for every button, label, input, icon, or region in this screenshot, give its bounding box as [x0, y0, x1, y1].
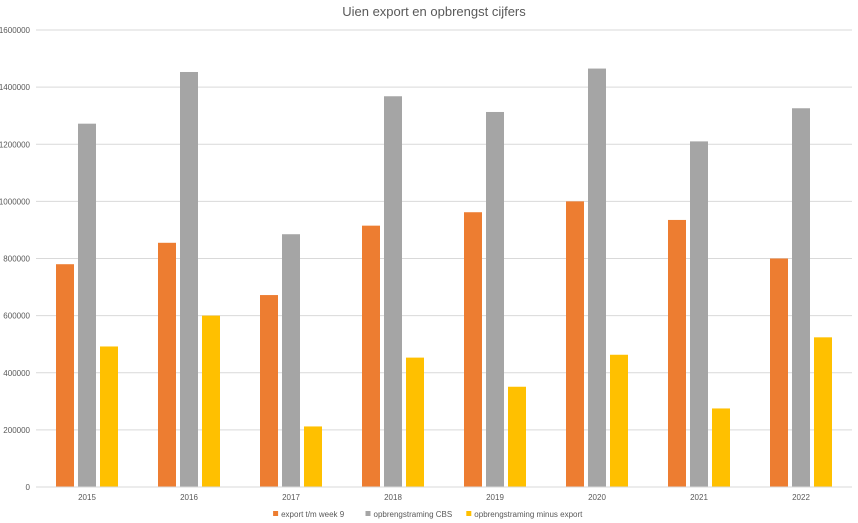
bar-2017-opbrengstraming-cbs — [282, 234, 300, 487]
legend: export t/m week 9 opbrengstraming CBS opbr… — [273, 510, 583, 519]
bar-2018-export-t-m-week-9 — [362, 225, 380, 487]
bar-2015-export-t-m-week-9 — [56, 264, 74, 487]
y-tick-label: 600000 — [3, 312, 30, 321]
y-tick-label: 1400000 — [0, 83, 31, 92]
legend-swatch — [273, 511, 279, 516]
bar-2020-export-t-m-week-9 — [566, 201, 584, 487]
bar-2016-opbrengstraming-minus-export — [202, 315, 220, 487]
bar-2015-opbrengstraming-cbs — [78, 123, 96, 487]
legend-swatch — [365, 511, 371, 516]
x-tick-label: 2021 — [690, 493, 708, 502]
bar-2015-opbrengstraming-minus-export — [100, 346, 118, 487]
x-tick-label: 2015 — [78, 493, 96, 502]
y-tick-label: 1600000 — [0, 26, 31, 35]
x-tick-label: 2020 — [588, 493, 606, 502]
bar-2020-opbrengstraming-minus-export — [610, 354, 628, 487]
x-tick-label: 2022 — [792, 493, 810, 502]
y-tick-label: 1000000 — [0, 197, 31, 206]
bar-2018-opbrengstraming-cbs — [384, 96, 402, 487]
y-tick-label: 400000 — [3, 369, 30, 378]
x-axis: 2015 2016 2017 2018 2019 2020 2021 2022 — [36, 486, 852, 502]
bar-2021-export-t-m-week-9 — [668, 219, 686, 488]
y-tick-label: 1200000 — [0, 140, 31, 149]
bar-2017-opbrengstraming-minus-export — [304, 426, 322, 487]
bar-2018-opbrengstraming-minus-export — [406, 357, 424, 487]
bar-2022-opbrengstraming-minus-export — [814, 337, 832, 487]
x-tick-label: 2016 — [180, 493, 198, 502]
bar-2016-export-t-m-week-9 — [158, 242, 176, 487]
y-axis: 0 200000 400000 600000 800000 1000000 1200000 1… — [0, 26, 31, 492]
legend-label: opbrengstraming minus export — [474, 510, 583, 519]
legend-label: export t/m week 9 — [281, 510, 345, 519]
y-tick-label: 0 — [26, 483, 31, 492]
bar-2021-opbrengstraming-minus-export — [712, 408, 730, 487]
bar-2019-opbrengstraming-minus-export — [508, 386, 526, 487]
bars — [56, 68, 832, 488]
bar-2019-export-t-m-week-9 — [464, 212, 482, 487]
bar-2017-export-t-m-week-9 — [260, 295, 278, 487]
bar-2022-export-t-m-week-9 — [770, 258, 788, 487]
legend-label: opbrengstraming CBS — [374, 510, 453, 519]
bar-2022-opbrengstraming-cbs — [792, 108, 810, 487]
x-tick-label: 2017 — [282, 493, 300, 502]
legend-swatch — [466, 511, 472, 516]
y-tick-label: 200000 — [3, 426, 30, 435]
bar-2021-opbrengstraming-cbs — [690, 141, 708, 488]
x-tick-label: 2018 — [384, 493, 402, 502]
y-tick-label: 800000 — [3, 255, 30, 264]
chart-title: Uien export en opbrengst cijfers — [342, 4, 526, 19]
bar-2019-opbrengstraming-cbs — [486, 111, 504, 488]
bar-2020-opbrengstraming-cbs — [588, 68, 606, 487]
x-tick-label: 2019 — [486, 493, 504, 502]
bar-2016-opbrengstraming-cbs — [180, 71, 198, 487]
